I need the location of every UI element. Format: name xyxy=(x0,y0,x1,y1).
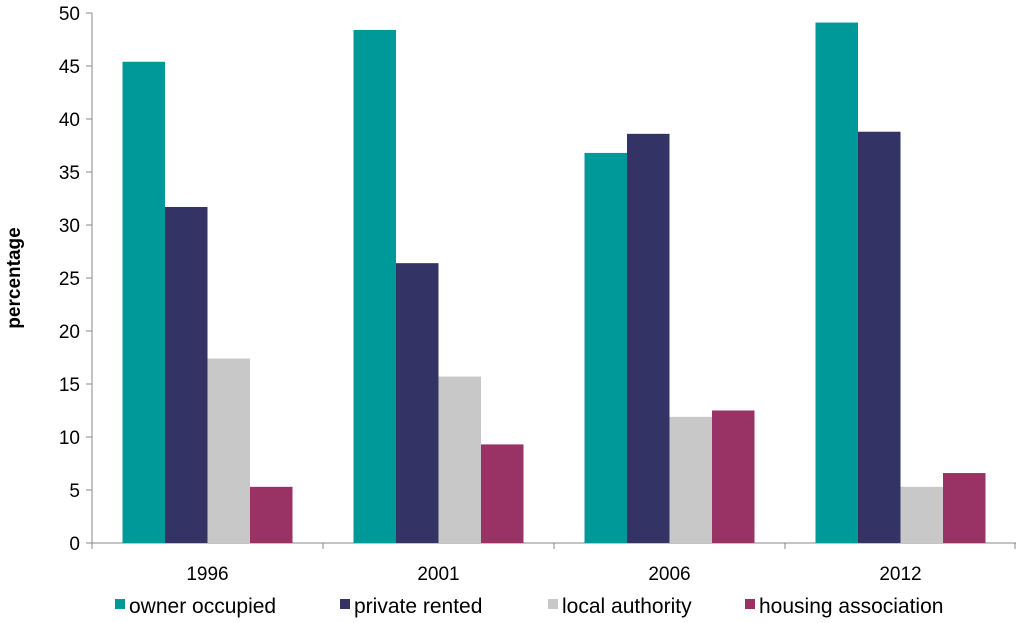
y-tick-label: 5 xyxy=(69,481,80,502)
bar xyxy=(712,410,755,543)
legend-swatch xyxy=(745,599,755,609)
y-tick-label: 15 xyxy=(59,375,80,396)
legend-swatch xyxy=(548,599,558,609)
bar xyxy=(943,473,986,543)
bar xyxy=(669,416,712,543)
bar xyxy=(481,444,524,543)
x-tick-label: 1996 xyxy=(186,564,228,585)
x-tick-label: 2012 xyxy=(879,564,921,585)
legend-label: private rented xyxy=(354,595,482,618)
y-tick-label: 0 xyxy=(69,534,80,555)
x-tick-label: 2001 xyxy=(417,564,459,585)
y-tick-label: 30 xyxy=(59,216,80,237)
y-axis: 0 5 10 15 20 25 30 35 40 45 50 xyxy=(59,4,93,555)
bar xyxy=(122,61,165,543)
y-tick-label: 20 xyxy=(59,322,80,343)
y-tick-label: 10 xyxy=(59,428,80,449)
bar xyxy=(900,486,943,543)
legend-swatch xyxy=(340,599,350,609)
bar xyxy=(815,22,858,544)
y-tick-label: 50 xyxy=(59,4,80,25)
y-tick-label: 35 xyxy=(59,163,80,184)
bar xyxy=(627,133,670,543)
legend: owner occupied private rented local author… xyxy=(115,595,943,618)
bars xyxy=(122,22,986,544)
bar xyxy=(165,206,208,544)
legend-label: housing association xyxy=(759,595,943,618)
bar xyxy=(353,29,396,543)
bar xyxy=(207,358,250,543)
y-axis-title: percentage xyxy=(4,227,25,328)
bar xyxy=(858,131,901,543)
y-tick-label: 45 xyxy=(59,57,80,78)
bar xyxy=(438,376,481,543)
x-tick-label: 2006 xyxy=(648,564,690,585)
y-tick-label: 40 xyxy=(59,110,80,131)
bar xyxy=(584,152,627,544)
x-axis: 1996 2001 2006 2012 xyxy=(91,542,1016,585)
bar xyxy=(250,486,293,543)
legend-label: local authority xyxy=(562,595,692,618)
legend-label: owner occupied xyxy=(129,595,276,618)
bar xyxy=(396,263,439,543)
y-tick-label: 25 xyxy=(59,269,80,290)
legend-swatch xyxy=(115,599,125,609)
